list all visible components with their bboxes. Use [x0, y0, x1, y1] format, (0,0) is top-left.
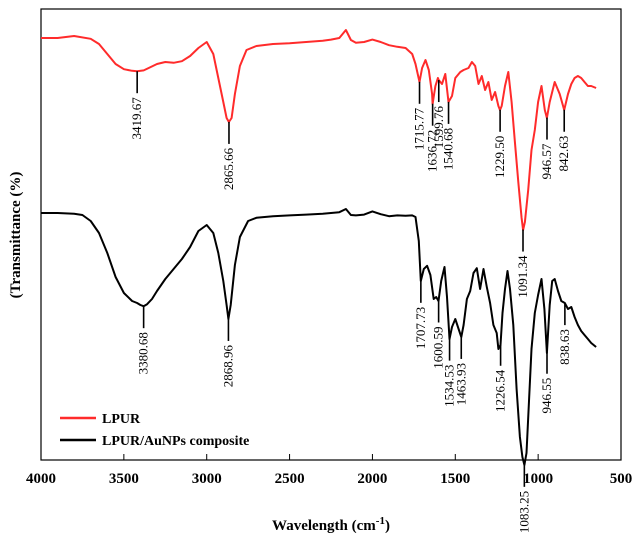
x-axis-ticks: 4000 3500 3000 2500 2000 1500 1000 500 [26, 454, 632, 487]
x-tick-label: 1000 [523, 471, 553, 487]
peak-label: 1091.34 [515, 255, 530, 298]
x-tick-label: 1500 [440, 471, 470, 487]
x-axis-label: Wavelength (cm-1) [272, 515, 390, 534]
legend: LPUR LPUR/AuNPs composite [60, 412, 249, 449]
peak-label: 838.63 [557, 329, 572, 365]
peak-label: 946.57 [539, 143, 554, 179]
y-axis-label: (Transmittance (%) [8, 172, 24, 299]
plot-frame [40, 8, 622, 461]
peak-label: 3380.68 [136, 332, 151, 374]
peak-label: 1083.25 [516, 491, 531, 533]
series-layer [41, 29, 597, 466]
peak-label: 1463.93 [453, 363, 468, 405]
series-line-composite [41, 208, 597, 466]
x-tick-label: 2000 [357, 471, 387, 487]
peak-label: 1636.72 [425, 130, 440, 172]
peak-label: 946.55 [539, 378, 554, 414]
series-line-lpur [41, 29, 597, 231]
x-tick-label: 4000 [26, 471, 56, 487]
x-tick-label: 2500 [275, 471, 305, 487]
peak-label: 1229.50 [492, 136, 507, 178]
peak-label: 1534.53 [442, 365, 457, 407]
peak-label: 1600.59 [431, 326, 446, 368]
peak-label: 1599.76 [431, 106, 446, 149]
peak-label: 2868.96 [220, 344, 235, 387]
peak-label: 1707.73 [413, 307, 428, 349]
peak-label: 1540.68 [441, 128, 456, 170]
x-tick-label: 3000 [192, 471, 222, 487]
peak-label: 1715.77 [412, 107, 427, 150]
peak-label: 842.63 [556, 136, 571, 172]
peak-annotations: 3419.67 2865.66 1715.771636.721599.761540.… [129, 71, 572, 533]
peak-label: 1226.54 [493, 369, 508, 412]
x-tick-label: 3500 [109, 471, 139, 487]
peak-label: 3419.67 [129, 97, 144, 140]
legend-label-composite: LPUR/AuNPs composite [102, 434, 249, 449]
legend-label-lpur: LPUR [102, 412, 141, 427]
x-tick-label: 500 [610, 471, 633, 487]
peak-label: 2865.66 [221, 147, 236, 190]
